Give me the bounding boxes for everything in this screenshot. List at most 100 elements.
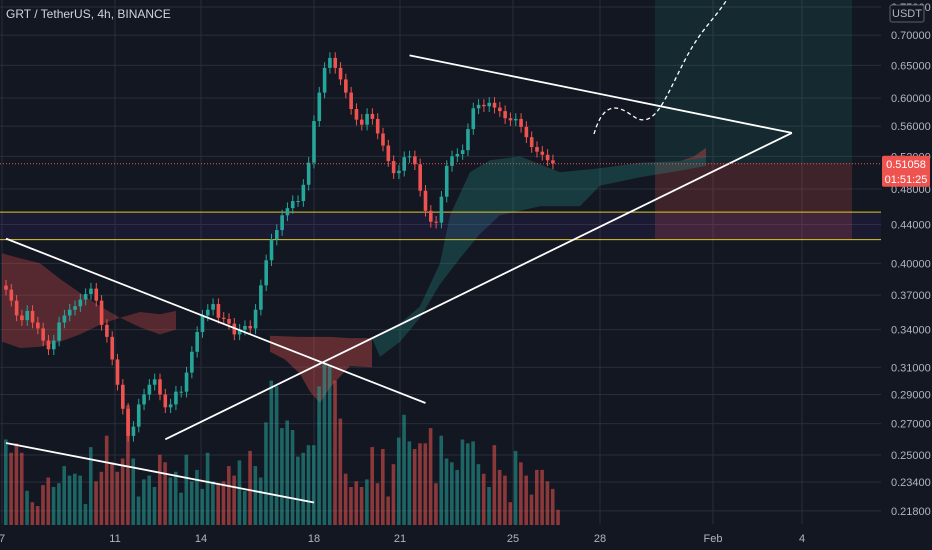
candle-body [492, 102, 497, 108]
candle-body [142, 394, 146, 405]
volume-bar [306, 445, 311, 525]
volume-bar [423, 443, 428, 525]
volume-bar [503, 475, 507, 525]
volume-bar [14, 443, 19, 525]
candle-body [51, 340, 56, 350]
volume-bar [317, 386, 321, 525]
volume-bar [322, 363, 327, 525]
candle-body [73, 306, 77, 310]
candle-body [381, 133, 385, 146]
volume-bar [232, 475, 236, 525]
candle-body [221, 317, 226, 319]
volume-bar [147, 475, 151, 525]
candles [4, 52, 555, 442]
volume-bar [110, 462, 114, 525]
volume-bar [327, 365, 332, 525]
price-tick-label: 0.29000 [891, 389, 931, 401]
volume-bar [46, 477, 51, 525]
candle-body [200, 315, 205, 333]
candle-body [540, 151, 545, 155]
candle-body [344, 79, 348, 93]
volume-bar [264, 422, 268, 525]
volume-bar [94, 481, 98, 525]
time-tick-label: 18 [308, 533, 320, 545]
volume-bar [211, 481, 215, 525]
candle-body [418, 164, 422, 191]
volume-bar [200, 488, 205, 525]
trendline [164, 132, 793, 441]
price-axis[interactable]: 0.750000.700000.650000.600000.560000.520… [891, 2, 931, 518]
volume-bar [455, 469, 459, 525]
candle-body [498, 107, 502, 112]
candle-body [482, 104, 486, 107]
volume-bar [540, 469, 544, 525]
volume-bar [450, 462, 454, 525]
candle-body [174, 391, 178, 405]
candle-body [152, 379, 157, 385]
volume-bar [407, 441, 412, 525]
volume-bar [62, 466, 67, 525]
trendline [409, 54, 793, 134]
volume-bar [444, 458, 449, 525]
candle-body [190, 351, 194, 373]
countdown-timer: 01:51:25 [885, 174, 928, 186]
candle-body [301, 184, 306, 202]
volume-bar [131, 458, 136, 525]
volume-bar [370, 447, 374, 525]
price-tick-label: 0.70000 [891, 30, 931, 42]
candle-body [253, 309, 258, 329]
candle-body [370, 113, 375, 119]
candle-body [57, 322, 61, 341]
candle-body [503, 111, 507, 119]
candle-body [471, 108, 476, 130]
candle-body [4, 285, 8, 290]
volume-bar [381, 449, 385, 525]
currency-badge[interactable]: USDT [889, 4, 925, 23]
candle-body [83, 294, 88, 300]
volume-bar [237, 460, 242, 525]
volume-bar [497, 469, 502, 525]
volume-bar [57, 483, 61, 525]
volume-bar [25, 490, 29, 525]
candle-body [14, 300, 19, 316]
candle-body [136, 404, 141, 427]
volume-bar [269, 380, 274, 525]
candle-body [429, 210, 433, 222]
volume-bar [428, 428, 433, 525]
volume-bar [136, 496, 141, 525]
volume-bar [104, 435, 109, 525]
volume-bar [248, 450, 252, 525]
volume-bar [78, 475, 82, 525]
volume-bar [529, 494, 534, 525]
volume-bar [88, 447, 93, 525]
volume-bar [354, 481, 359, 525]
candle-body [158, 379, 162, 395]
volume-bar [157, 454, 162, 525]
candle-body [115, 359, 120, 385]
cloud-area [680, 147, 706, 162]
volume-bar [545, 481, 550, 525]
candle-body [312, 121, 316, 163]
cloud-area [372, 156, 706, 357]
candle-body [237, 329, 242, 335]
candle-body [46, 340, 51, 350]
candle-body [184, 372, 189, 392]
volume-bar [195, 469, 199, 525]
volume-bar [311, 445, 316, 525]
volume-bar [460, 439, 465, 525]
time-axis[interactable]: 7 11 14 18 21 25 28 Feb 4 [0, 533, 805, 545]
volume-bar [556, 509, 560, 525]
price-tick-label: 0.21800 [891, 506, 931, 518]
candle-body [333, 57, 338, 68]
candle-body [195, 332, 199, 352]
candle-body [322, 67, 327, 93]
time-tick-label: 21 [394, 533, 406, 545]
candle-body [407, 156, 412, 158]
candle-body [9, 289, 14, 301]
volume-bar [67, 475, 72, 525]
candle-body [296, 201, 300, 203]
price-tick-label: 0.48000 [891, 184, 931, 196]
candle-body [105, 324, 109, 337]
